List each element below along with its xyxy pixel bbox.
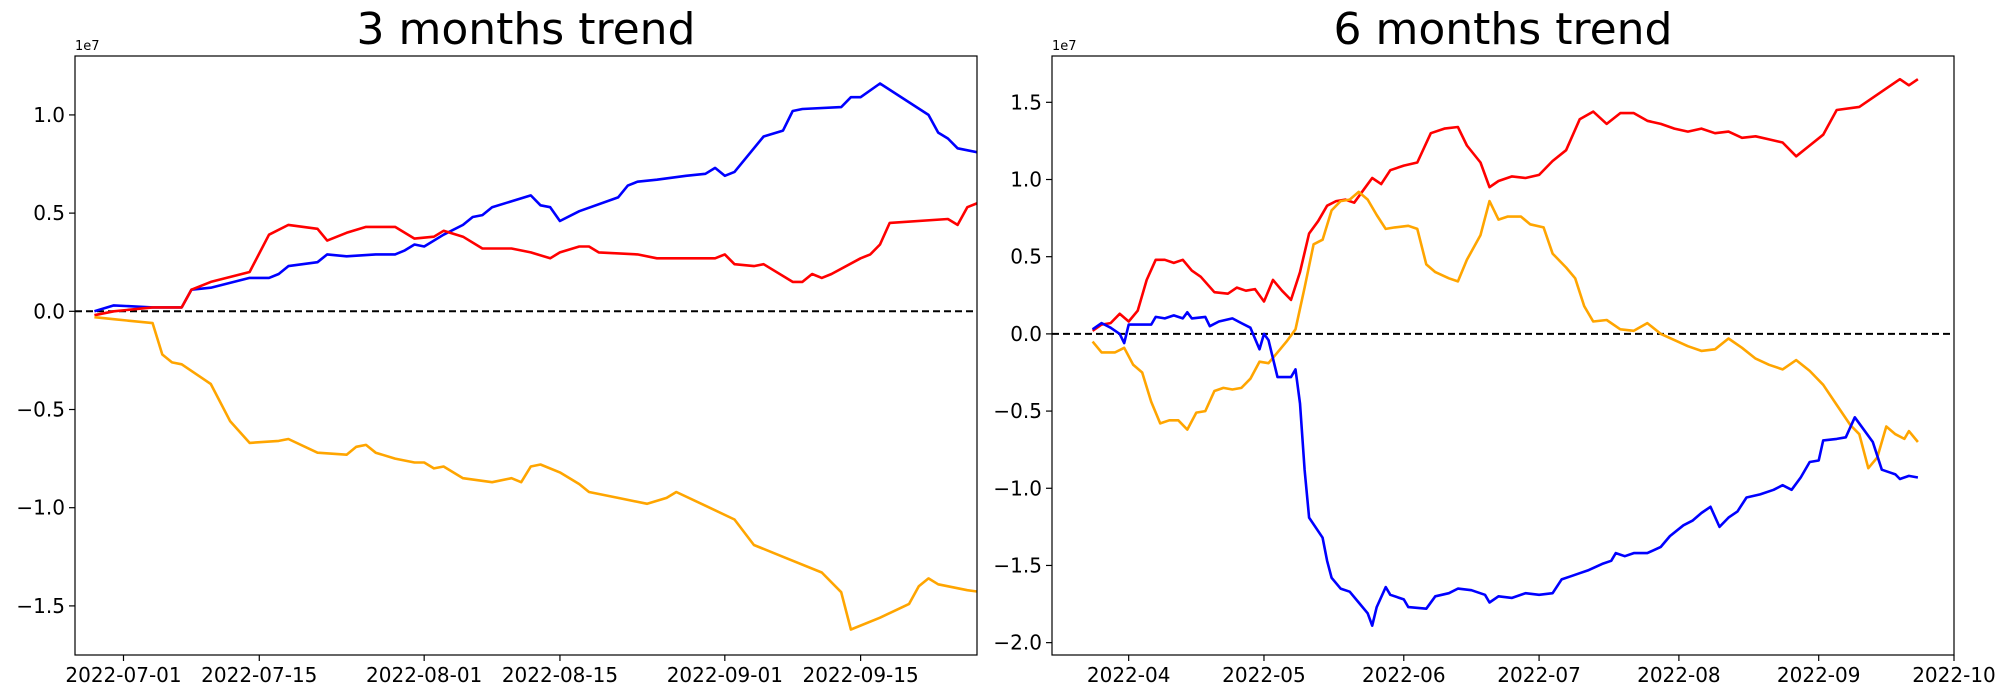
- y-scale-label: 1e7: [1052, 39, 1077, 54]
- plot-frame: [74, 55, 978, 656]
- chart-title: 6 months trend: [1334, 4, 1673, 55]
- x-tick-label: 2022-10: [1912, 663, 1996, 687]
- y-tick-label: −1.0: [16, 496, 65, 520]
- x-tick-label: 2022-08: [1637, 663, 1721, 687]
- y-tick-label: 1.0: [1010, 168, 1042, 192]
- x-tick-label: 2022-06: [1362, 663, 1446, 687]
- x-tick-label: 2022-09: [1777, 663, 1861, 687]
- y-tick-label: 1.5: [1010, 90, 1042, 114]
- y-tick-label: −1.5: [16, 594, 65, 618]
- chart-panel-3-months: 3 months trend 1e7 −1.5 −1.0 −0.5 0.0 0.5 1.0 20…: [16, 4, 978, 687]
- chart-panel-6-months: 6 months trend 1e7 −2.0 −1.5 −1.0 −0.5 0.0 0.5 1…: [993, 4, 1995, 687]
- series-line-3: [94, 315, 977, 631]
- y-tick-label: −0.5: [16, 398, 65, 422]
- x-tick-label: 2022-09-15: [802, 663, 918, 687]
- x-tick-label: 2022-05: [1222, 663, 1306, 687]
- y-scale-label: 1e7: [75, 39, 100, 54]
- x-tick-label: 2022-07: [1497, 663, 1581, 687]
- x-tick-label: 2022-07-15: [201, 663, 317, 687]
- y-tick-label: −2.0: [993, 631, 1042, 655]
- series-line-3: [1091, 311, 1919, 627]
- y-tick-label: 1.0: [33, 103, 65, 127]
- y-tick-label: −0.5: [993, 399, 1042, 423]
- x-tick-label: 2022-04: [1087, 663, 1171, 687]
- series-line-1: [1091, 77, 1919, 332]
- series-line-2: [1091, 190, 1919, 470]
- x-tick-label: 2022-07-01: [65, 663, 181, 687]
- x-tick-label: 2022-09-01: [667, 663, 783, 687]
- y-tick-label: 0.5: [1010, 245, 1042, 269]
- series-line-1: [94, 82, 977, 313]
- x-tick-label: 2022-08-15: [502, 663, 618, 687]
- plot-frame: [1051, 55, 1955, 656]
- chart-title: 3 months trend: [357, 4, 696, 55]
- y-tick-label: −1.0: [993, 476, 1042, 500]
- y-tick-label: 0.0: [33, 299, 65, 323]
- y-tick-label: 0.0: [1010, 322, 1042, 346]
- x-tick-label: 2022-08-01: [366, 663, 482, 687]
- y-tick-label: 0.5: [33, 201, 65, 225]
- y-tick-label: −1.5: [993, 553, 1042, 577]
- series-line-2: [94, 201, 977, 317]
